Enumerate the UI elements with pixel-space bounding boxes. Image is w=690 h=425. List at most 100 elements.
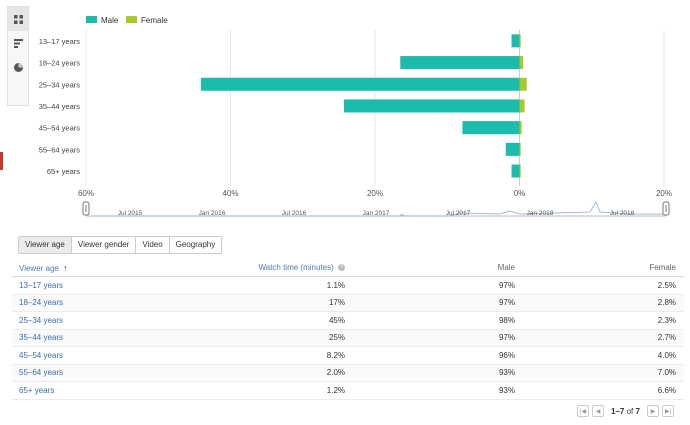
row-male: 96% bbox=[498, 350, 515, 360]
bar-male[interactable] bbox=[400, 56, 520, 70]
bar-male[interactable] bbox=[343, 99, 520, 113]
x-tick-label: 20% bbox=[656, 189, 672, 198]
table-row: 35–44 years 25% 97% 2.7% bbox=[12, 329, 684, 347]
row-male: 97% bbox=[498, 333, 515, 343]
bar-female[interactable] bbox=[519, 164, 521, 178]
bar-female[interactable] bbox=[519, 56, 524, 70]
grid-view-button[interactable] bbox=[8, 7, 28, 31]
page-of-label: of bbox=[626, 406, 634, 416]
category-label: 35–44 years bbox=[39, 102, 81, 111]
table-header: Viewer age ↑ Watch time (minutes) ? Male… bbox=[12, 259, 684, 277]
tab-viewer-age[interactable]: Viewer age bbox=[19, 237, 72, 253]
category-label: 25–34 years bbox=[39, 80, 81, 89]
timeline-label: Jan 2017 bbox=[363, 210, 390, 217]
row-watch-time: 17% bbox=[328, 298, 345, 308]
category-label: 13–17 years bbox=[39, 37, 81, 46]
tab-viewer-gender[interactable]: Viewer gender bbox=[71, 237, 137, 253]
row-female: 2.7% bbox=[657, 333, 676, 343]
header-watch-time-label: Watch time (minutes) bbox=[258, 263, 334, 272]
tab-video[interactable]: Video bbox=[136, 237, 170, 253]
left-edge-marker bbox=[0, 152, 3, 170]
demographics-chart: Male Female 13–17 years 18–24 years 25–34 … bbox=[30, 6, 690, 228]
row-age-link[interactable]: 45–54 years bbox=[19, 350, 64, 360]
bar-male[interactable] bbox=[505, 142, 520, 156]
row-female: 2.3% bbox=[657, 315, 676, 325]
header-male[interactable]: Male bbox=[497, 263, 515, 272]
bar-chart-icon bbox=[13, 38, 23, 48]
table-row: 13–17 years 1.1% 97% 2.5% bbox=[12, 277, 684, 295]
timeline-label: Jul 2018 bbox=[610, 210, 635, 217]
timeline-label: Jul 2015 bbox=[118, 210, 143, 217]
last-page-icon: ▶| bbox=[664, 408, 672, 415]
help-icon[interactable]: ? bbox=[338, 264, 345, 272]
legend-female-swatch bbox=[126, 16, 137, 23]
header-watch-time[interactable]: Watch time (minutes) ? bbox=[212, 263, 345, 272]
row-male: 93% bbox=[498, 368, 515, 378]
first-page-button[interactable]: |◀ bbox=[577, 405, 589, 417]
bar-male[interactable] bbox=[462, 121, 520, 135]
category-labels: 13–17 years 18–24 years 25–34 years 35–44 y… bbox=[39, 37, 81, 176]
bar-female[interactable] bbox=[519, 99, 525, 113]
row-age-link[interactable]: 35–44 years bbox=[19, 333, 64, 343]
row-watch-time: 1.2% bbox=[326, 385, 345, 395]
first-page-icon: |◀ bbox=[579, 408, 587, 415]
table-row: 45–54 years 8.2% 96% 4.0% bbox=[12, 347, 684, 365]
row-age-link[interactable]: 18–24 years bbox=[19, 298, 64, 308]
row-watch-time: 1.1% bbox=[326, 280, 345, 290]
legend-female-label: Female bbox=[141, 16, 168, 25]
row-age-link[interactable]: 13–17 years bbox=[19, 280, 64, 290]
bar-female[interactable] bbox=[519, 34, 521, 48]
table-row: 55–64 years 2.0% 93% 7.0% bbox=[12, 364, 684, 382]
x-tick-label: 60% bbox=[78, 189, 94, 198]
category-label: 65+ years bbox=[47, 167, 80, 176]
prev-page-button[interactable]: ◀ bbox=[592, 405, 604, 417]
chevron-right-icon: ▶ bbox=[650, 408, 656, 415]
bar-male[interactable] bbox=[511, 164, 520, 178]
bar-view-button[interactable] bbox=[8, 31, 28, 55]
row-watch-time: 2.0% bbox=[326, 368, 345, 378]
page-total: 7 bbox=[635, 406, 640, 416]
row-age-link[interactable]: 25–34 years bbox=[19, 315, 64, 325]
bar-male[interactable] bbox=[511, 34, 520, 48]
chart-bars bbox=[200, 34, 527, 178]
demographics-table: Viewer age ↑ Watch time (minutes) ? Male… bbox=[12, 259, 684, 400]
pagination: |◀ ◀ 1–7 of 7 ▶ ▶| bbox=[577, 405, 674, 417]
bar-chart-svg: Male Female 13–17 years 18–24 years 25–34 … bbox=[39, 16, 672, 217]
row-age-link[interactable]: 55–64 years bbox=[19, 368, 64, 378]
grid-icon bbox=[13, 14, 23, 24]
row-male: 97% bbox=[498, 298, 515, 308]
page-indicator: 1–7 of 7 bbox=[611, 407, 640, 416]
table-row: 65+ years 1.2% 93% 6.6% bbox=[12, 382, 684, 400]
page-range: 1–7 bbox=[611, 406, 625, 416]
last-page-button[interactable]: ▶| bbox=[661, 405, 674, 417]
row-watch-time: 25% bbox=[328, 333, 345, 343]
tab-geography[interactable]: Geography bbox=[169, 237, 222, 253]
row-female: 4.0% bbox=[657, 350, 676, 360]
timeline-labels: Jul 2015 Jan 2016 Jul 2016 Jan 2017 Jul 2017… bbox=[118, 210, 635, 217]
bar-female[interactable] bbox=[519, 121, 522, 135]
timeline-sparkline bbox=[90, 201, 666, 217]
row-age-link[interactable]: 65+ years bbox=[19, 385, 55, 395]
row-female: 2.5% bbox=[657, 280, 676, 290]
timeline-label: Jan 2016 bbox=[199, 210, 226, 217]
pie-view-button[interactable] bbox=[8, 55, 28, 79]
bar-male[interactable] bbox=[200, 77, 520, 91]
chart-type-rail bbox=[7, 6, 29, 106]
x-tick-label: 0% bbox=[514, 189, 526, 198]
next-page-button[interactable]: ▶ bbox=[646, 405, 659, 417]
pie-chart-icon bbox=[13, 62, 23, 72]
bar-female[interactable] bbox=[519, 77, 527, 91]
timeline-scrubber[interactable]: Jul 2015 Jan 2016 Jul 2016 Jan 2017 Jul 2017… bbox=[82, 201, 670, 217]
timeline-label: Jan 2018 bbox=[527, 210, 554, 217]
table-row: 25–34 years 45% 98% 2.3% bbox=[12, 312, 684, 330]
category-label: 45–54 years bbox=[39, 124, 81, 133]
bar-female[interactable] bbox=[519, 142, 521, 156]
legend-male-swatch bbox=[86, 16, 97, 23]
header-viewer-age[interactable]: Viewer age ↑ bbox=[12, 263, 212, 273]
x-tick-labels: 60% 40% 20% 0% 20% bbox=[78, 189, 672, 198]
header-female[interactable]: Female bbox=[649, 263, 676, 272]
header-viewer-age-label: Viewer age bbox=[19, 263, 59, 273]
dimension-tabs: Viewer age Viewer gender Video Geography bbox=[18, 236, 223, 254]
row-male: 93% bbox=[498, 385, 515, 395]
table-row: 18–24 years 17% 97% 2.8% bbox=[12, 294, 684, 312]
